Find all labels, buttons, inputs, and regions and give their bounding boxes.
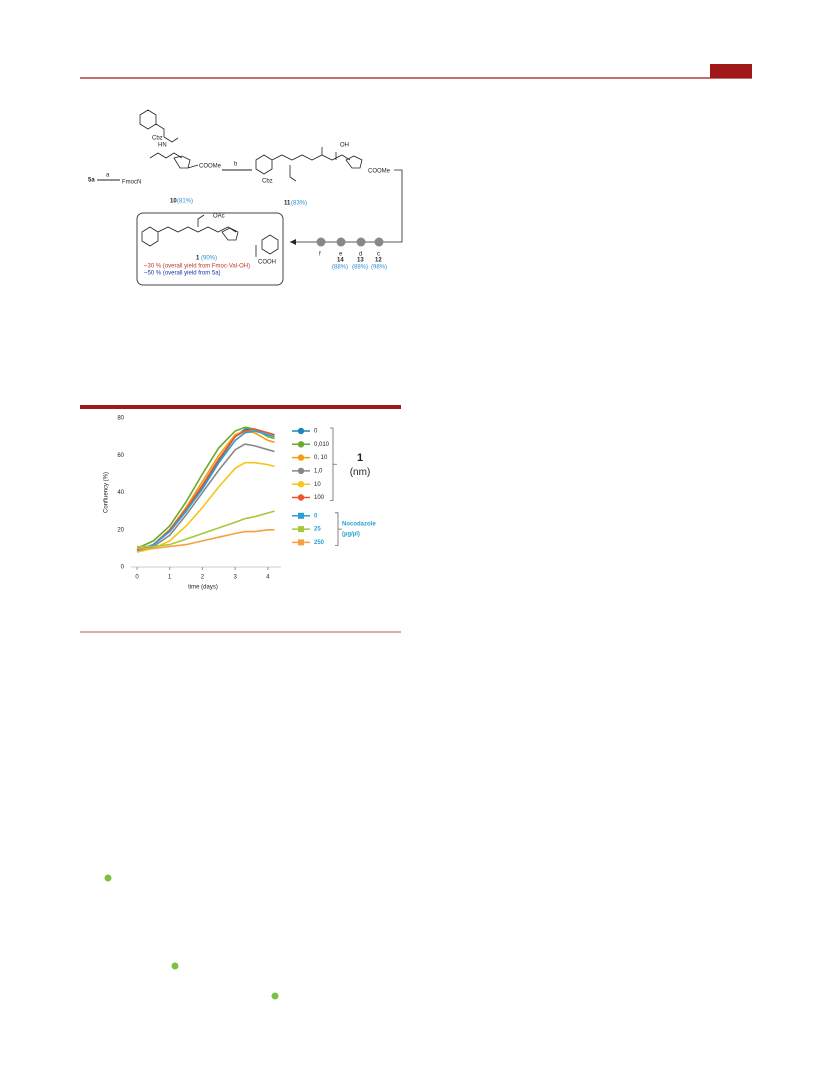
legend-marker: [297, 427, 305, 435]
scheme-label: f: [319, 252, 321, 258]
x-tick-label: 0: [135, 575, 139, 581]
scheme-label: OAc: [213, 214, 225, 220]
x-tick-label: 1: [168, 575, 172, 581]
scheme-label: HN: [158, 143, 167, 149]
legend-marker: [297, 454, 305, 461]
legend-marker: [297, 481, 305, 488]
scheme-label: COOH: [258, 260, 276, 266]
series-line: [136, 428, 275, 551]
legend-marker: [297, 467, 305, 475]
step-dot: [336, 237, 346, 247]
scheme-label: e: [339, 252, 343, 258]
legend-marker: [297, 441, 305, 448]
scheme-label: (88%): [352, 265, 368, 271]
scheme-label: (83%): [291, 201, 307, 207]
scheme-label: c: [377, 252, 380, 258]
scheme-label: Cbz: [152, 136, 163, 142]
scheme-label: b: [234, 162, 238, 168]
legend-marker: [298, 512, 304, 519]
scheme-label: 5a: [88, 178, 95, 184]
legend-label: 0, 10: [314, 455, 328, 461]
series-line: [136, 443, 275, 553]
step-dot: [316, 237, 326, 247]
legend-marker: [298, 539, 304, 546]
scheme-label: 1: [196, 256, 200, 262]
legend-label: 250: [314, 540, 325, 546]
y-tick-label: 60: [117, 453, 124, 459]
legend-label: 0,010: [314, 442, 330, 448]
bracket: [335, 512, 342, 546]
scheme-note: ~50 % (overall yield from 5a): [144, 271, 221, 277]
legend-label: 0: [314, 429, 318, 435]
x-axis-title: time (days): [188, 585, 218, 591]
series-line: [136, 461, 275, 553]
icon: [171, 962, 179, 970]
x-tick-label: 4: [266, 575, 270, 581]
legend-marker: [298, 526, 304, 533]
legend-label: 25: [314, 527, 321, 533]
scheme: 5a a FmocN Cbz HN COOMe 10 (81%) b Cbz O…: [88, 109, 403, 286]
molecule: [141, 214, 279, 257]
header-tab: [710, 64, 752, 78]
scheme-label: COOMe: [199, 164, 222, 170]
y-axis-title: Confluency (%): [104, 472, 110, 513]
legend-label: 1,0: [314, 468, 323, 474]
scheme-label: FmocN: [122, 180, 141, 186]
step-dot: [356, 237, 366, 247]
legend-label: 10: [314, 482, 321, 488]
scheme-label: COOMe: [368, 169, 391, 175]
scheme-label: OH: [340, 143, 349, 149]
series-line: [137, 510, 275, 548]
y-tick-label: 40: [117, 490, 124, 496]
legend-label: 0: [314, 513, 318, 519]
y-tick-label: 0: [121, 565, 125, 571]
icon: [104, 874, 112, 882]
series-line: [136, 430, 275, 551]
arrowhead: [290, 239, 296, 245]
group-title: Nocodazole: [342, 522, 376, 528]
scheme-label: (90%): [201, 256, 217, 262]
legend-marker: [297, 494, 305, 501]
group-title: 1: [357, 452, 363, 464]
scheme-label: a: [106, 173, 110, 179]
group-unit: (nm): [350, 467, 371, 478]
y-tick-label: 20: [117, 527, 124, 533]
scheme-label: 13: [357, 258, 364, 264]
scheme-label: (88%): [332, 265, 348, 271]
scheme-label: (81%): [177, 199, 193, 205]
arrow: [290, 169, 403, 243]
legend-label: 100: [314, 495, 325, 501]
bracket: [330, 427, 337, 501]
group-unit: (µg/µl): [342, 532, 360, 538]
scheme-note: ~30 % (overall yield from Fmoc-Val-OH): [144, 264, 250, 270]
scheme-label: 11: [284, 201, 291, 207]
y-tick-label: 80: [117, 416, 124, 422]
icon: [271, 992, 279, 1000]
scheme-label: 12: [375, 258, 382, 264]
product-box: [136, 212, 284, 286]
step-dot: [374, 237, 384, 247]
series-line: [137, 529, 275, 550]
molecule: [255, 147, 363, 182]
x-tick-label: 3: [234, 575, 238, 581]
scheme-label: d: [359, 252, 362, 258]
figure-rule: [80, 405, 401, 409]
scheme-label: 10: [170, 199, 177, 205]
molecule: [139, 109, 199, 169]
scheme-label: 14: [337, 258, 344, 264]
scheme-label: Cbz: [262, 179, 273, 185]
scheme-label: (98%): [371, 265, 387, 271]
chart: 0 20 40 60 80 0 1 2 3 4 time (days) Confluency (%) 0…: [104, 416, 377, 591]
x-tick-label: 2: [201, 575, 205, 581]
